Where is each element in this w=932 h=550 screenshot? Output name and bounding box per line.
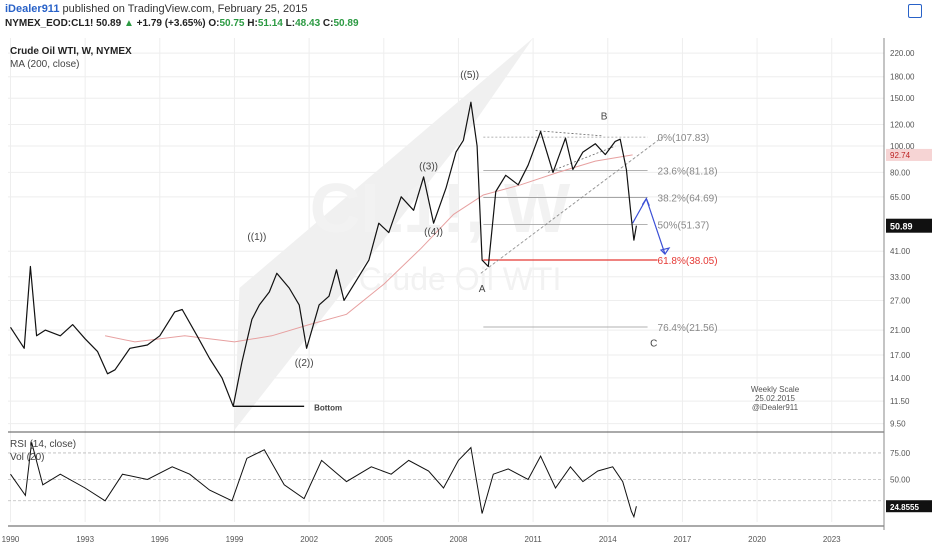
x-tick-label: 2008 — [450, 535, 468, 544]
watermark: CL1!, W Crude Oil WTI — [310, 169, 571, 297]
axes: 1990 1993 1996 1999 2002 2005 2008 2011 2014 2017… — [2, 49, 932, 544]
legend-ma: MA (200, close) — [10, 59, 79, 70]
fib-level-label: 38.2%(64.69) — [658, 193, 718, 204]
trend-line — [480, 136, 663, 274]
price-tag: 50.89 — [890, 222, 913, 232]
y-tick-label: 33.00 — [890, 273, 911, 282]
wave-label: ((2)) — [295, 358, 314, 369]
ma-200-line — [104, 154, 633, 343]
x-tick-label: 1999 — [226, 535, 244, 544]
legend-title: Crude Oil WTI, W, NYMEX — [10, 46, 132, 57]
rsi-pane — [8, 442, 884, 519]
y-tick-label: 220.00 — [890, 49, 915, 58]
ma-tag: 92.74 — [890, 151, 911, 160]
watermark-symbol: CL1!, W — [310, 169, 571, 247]
x-tick-label: 1996 — [151, 535, 169, 544]
legend: Crude Oil WTI, W, NYMEX MA (200, close) … — [10, 46, 132, 463]
y-tick-label: 27.00 — [890, 296, 911, 305]
y-tick-label: 100.00 — [890, 142, 915, 151]
y-tick-label: 17.00 — [890, 351, 911, 360]
x-tick-label: 2020 — [748, 535, 766, 544]
change-value: +1.79 (+3.65%) — [136, 18, 206, 29]
x-tick-label: 2014 — [599, 535, 617, 544]
wave-labels: ((1)) ((2)) ((3)) ((4)) ((5)) A B C Bottom — [247, 70, 657, 413]
fib-retracement: 0%(107.83) 23.6%(81.18) 38.2%(64.69) 50%(51… — [233, 130, 718, 408]
open-label: O: — [208, 18, 220, 29]
price-series — [9, 101, 637, 407]
watermark-name: Crude Oil WTI — [359, 261, 562, 297]
forecast-arrowhead — [659, 247, 671, 256]
y-tick-label: 14.00 — [890, 374, 911, 383]
y-tick-label: 41.00 — [890, 247, 911, 256]
x-tick-label: 1990 — [2, 535, 20, 544]
rsi-line — [10, 442, 637, 519]
high-value: 51.14 — [257, 18, 283, 29]
tradingview-logo-icon[interactable] — [908, 4, 922, 18]
wave-label: ((4)) — [424, 227, 443, 238]
fib-level-label: 61.8%(38.05) — [658, 256, 718, 267]
y-tick-label: 21.00 — [890, 326, 911, 335]
y-tick-label: 180.00 — [890, 73, 915, 82]
x-tick-label: 2011 — [525, 535, 543, 544]
wave-label: B — [601, 112, 608, 123]
note-author: @iDealer911 — [752, 403, 799, 412]
rsi-tick-label: 75.00 — [890, 449, 911, 458]
wave-label: Bottom — [314, 404, 342, 413]
triangle-bottom — [547, 145, 616, 173]
fib-level-label: 50%(51.37) — [658, 221, 710, 232]
x-tick-label: 2002 — [300, 535, 318, 544]
chart-header: iDealer911 published on TradingView.com,… — [0, 0, 932, 38]
trend-channel — [234, 38, 534, 430]
fib-level-label: 23.6%(81.18) — [658, 167, 718, 178]
x-tick-label: 2017 — [674, 535, 692, 544]
high-label: H: — [247, 18, 258, 29]
y-tick-label: 120.00 — [890, 121, 915, 130]
last-price: 50.89 — [96, 18, 122, 29]
x-tick-label: 1993 — [76, 535, 94, 544]
wave-label: A — [479, 284, 486, 295]
published-text: published on TradingView.com, February 2… — [62, 3, 308, 15]
rsi-tag-bg — [886, 500, 932, 513]
grid-lines — [8, 38, 884, 522]
rsi-tick-label: 50.00 — [890, 476, 911, 485]
wave-label: C — [650, 338, 657, 349]
symbol-label[interactable]: NYMEX_EOD:CL1! — [5, 18, 94, 29]
wave-label: ((3)) — [419, 161, 438, 172]
y-tick-label: 65.00 — [890, 193, 911, 202]
pane-frames — [8, 38, 885, 530]
y-tick-label: 80.00 — [890, 168, 911, 177]
scale-note: Weekly Scale 25.02.2015 @iDealer911 — [751, 385, 800, 412]
ohlc-line: NYMEX_EOD:CL1! 50.89 ▲ +1.79 (+3.65%) O:… — [5, 18, 359, 29]
publisher-line: iDealer911 published on TradingView.com,… — [5, 3, 308, 15]
forecast-peak-arrowhead — [641, 197, 650, 206]
wave-label: ((1)) — [247, 232, 266, 243]
open-value: 50.75 — [219, 18, 245, 29]
legend-vol: Vol (20) — [10, 452, 44, 463]
y-tick-label: 9.50 — [890, 420, 906, 429]
channel-band — [234, 38, 534, 430]
chart-area[interactable]: CL1!, W Crude Oil WTI 0%(107.83) 23.6%(81… — [0, 38, 932, 550]
triangle-top — [535, 130, 603, 137]
y-tick-label: 11.50 — [890, 397, 910, 406]
close-value: 50.89 — [333, 18, 359, 29]
x-tick-label: 2023 — [823, 535, 841, 544]
ma-tag-bg — [886, 148, 932, 161]
note-date: 25.02.2015 — [755, 394, 796, 403]
note-scale: Weekly Scale — [751, 385, 800, 394]
y-tick-label: 150.00 — [890, 94, 915, 103]
x-tick-label: 2005 — [375, 535, 393, 544]
fib-level-label: 0%(107.83) — [658, 133, 710, 144]
low-label: L: — [285, 18, 296, 29]
fib-level-label: 76.4%(21.56) — [658, 323, 718, 334]
legend-rsi: RSI (14, close) — [10, 439, 76, 450]
price-line — [9, 101, 637, 407]
low-value: 48.43 — [295, 18, 321, 29]
change-arrow-icon: ▲ — [123, 18, 134, 29]
author-link[interactable]: iDealer911 — [5, 3, 60, 15]
price-tag-bg — [886, 218, 932, 233]
ma-line — [104, 154, 633, 343]
wave-label: ((5)) — [460, 70, 479, 81]
rsi-tag: 24.8555 — [890, 503, 919, 512]
close-label: C: — [322, 18, 334, 29]
